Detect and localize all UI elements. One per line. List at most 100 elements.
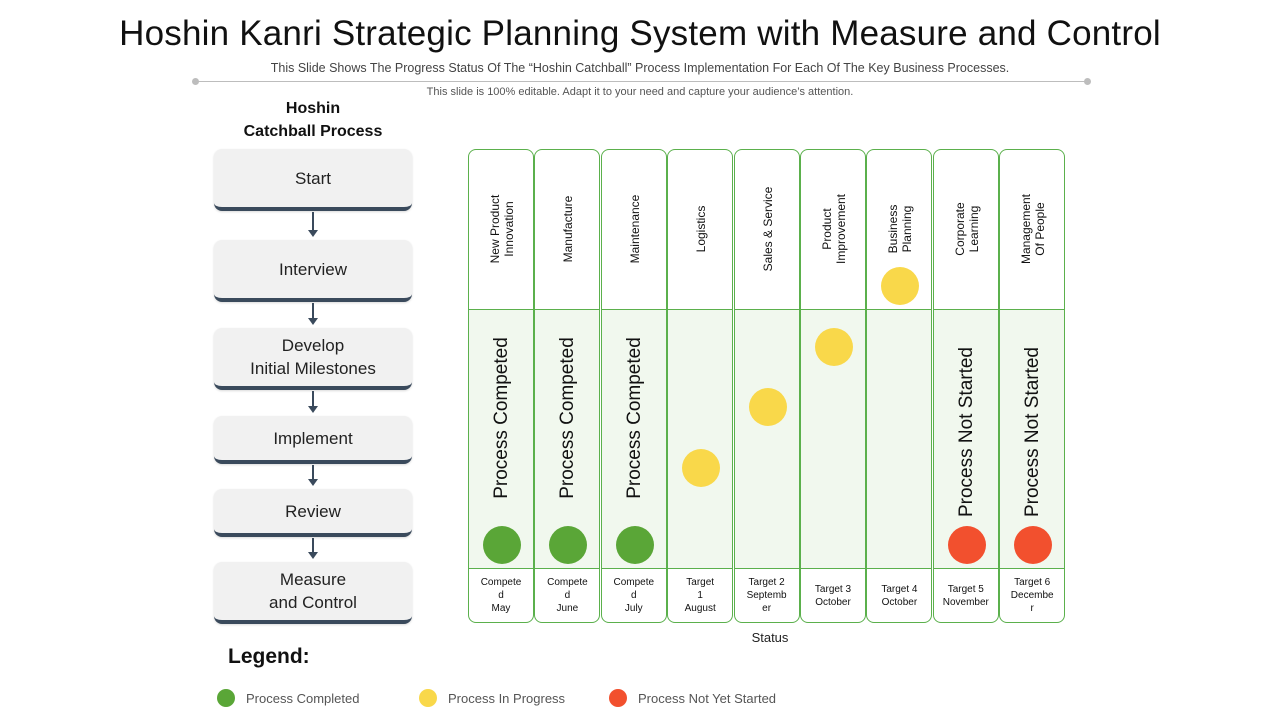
column-status-text: Process Competed bbox=[557, 337, 579, 499]
target-label-line: d bbox=[631, 590, 637, 601]
column-header-text: Manufacture bbox=[561, 154, 575, 304]
column-header-text: New Product Innovation bbox=[488, 154, 516, 304]
step-label-line1: Develop bbox=[281, 336, 345, 355]
column-header-line1: Manufacture bbox=[561, 195, 576, 263]
step-label: Implement bbox=[273, 427, 352, 450]
column-1: New Product Innovation Process Competed Com… bbox=[468, 149, 534, 623]
legend-item-not-started: Process Not Yet Started bbox=[609, 689, 776, 707]
column-target-label: Target 1 August bbox=[668, 568, 732, 622]
column-8: Corporate Learning Process Not Started Targ… bbox=[932, 149, 999, 623]
step-label: Interview bbox=[279, 258, 347, 281]
editable-note: This slide is 100% editable. Adapt it to… bbox=[426, 86, 854, 98]
step-5: Review bbox=[214, 489, 412, 537]
step-label-line1: Implement bbox=[273, 428, 353, 448]
column-header-line2: Improvement bbox=[834, 193, 848, 265]
completed-status-dot bbox=[615, 526, 654, 564]
legend-dot bbox=[217, 689, 235, 707]
not-started-status-dot bbox=[947, 526, 986, 564]
column-target-label: Compete d June bbox=[535, 568, 599, 622]
target-label-line: Compete bbox=[547, 577, 588, 588]
in-progress-status-dot bbox=[881, 267, 920, 305]
column-header-line1: New Product bbox=[488, 194, 502, 264]
target-label-line: Target 3 bbox=[814, 583, 852, 595]
slide-title: Hoshin Kanri Strategic Planning System w… bbox=[119, 14, 1161, 53]
column-header: Maintenance bbox=[602, 150, 666, 309]
column-status-area: Process Competed bbox=[469, 309, 533, 569]
column-3: Maintenance Process Competed Compete d July bbox=[600, 149, 667, 623]
column-header-line2: Innovation bbox=[502, 201, 516, 257]
step-label: Review bbox=[285, 500, 341, 523]
process-title: Hoshin Catchball Process bbox=[214, 97, 412, 143]
flow-arrow bbox=[308, 212, 318, 237]
column-header: Manufacture bbox=[535, 150, 599, 309]
column-status-area: Process Competed bbox=[535, 309, 600, 569]
column-header-line1: Corporate bbox=[952, 202, 967, 256]
target-label-line: June bbox=[556, 603, 579, 614]
column-status-area bbox=[668, 309, 733, 569]
step-2: Interview bbox=[214, 240, 412, 302]
column-status-text: Process Not Started bbox=[1022, 346, 1044, 518]
column-status-area: Process Competed bbox=[601, 309, 666, 569]
target-label-line: d bbox=[564, 590, 571, 601]
status-axis-label: Status bbox=[751, 630, 789, 645]
target-label-line: Target 6 bbox=[1014, 577, 1051, 588]
in-progress-status-dot bbox=[682, 448, 721, 487]
step-label-line1: Start bbox=[295, 168, 331, 188]
column-5: Sales & Service Target 2 Septemb er bbox=[733, 149, 800, 623]
divider-dot-right bbox=[1084, 78, 1091, 85]
column-status-area bbox=[867, 267, 932, 569]
legend-label: Process In Progress bbox=[448, 690, 566, 706]
step-label-line2: Initial Milestones bbox=[250, 359, 376, 378]
column-header-line2: Of People bbox=[1033, 202, 1048, 256]
column-6: Product Improvement Target 3 October bbox=[800, 149, 866, 623]
column-7: Business Planning Target 4 October bbox=[866, 149, 933, 623]
step-label: Start bbox=[295, 167, 331, 190]
column-status-area bbox=[734, 309, 799, 569]
target-label-line: Septemb bbox=[746, 590, 787, 601]
column-2: Manufacture Process Competed Compete d June bbox=[534, 149, 601, 623]
flow-arrow bbox=[308, 538, 318, 559]
divider-line bbox=[195, 81, 1087, 82]
column-4: Logistics Target 1 August bbox=[667, 149, 734, 623]
column-target-label: Target 6 Decembe r bbox=[1000, 568, 1064, 622]
legend-item-completed: Process Completed bbox=[217, 689, 359, 707]
column-status-text: Process Competed bbox=[491, 337, 512, 499]
slide-subtitle: This Slide Shows The Progress Status Of … bbox=[270, 61, 1010, 75]
target-label-line: Target 2 bbox=[748, 577, 785, 588]
target-label-line: Compete bbox=[480, 577, 522, 588]
target-label-line: 1 bbox=[697, 590, 703, 601]
column-9: Management Of People Process Not Started Ta… bbox=[999, 149, 1066, 623]
column-header-line1: Product bbox=[820, 208, 834, 250]
column-header: Logistics bbox=[668, 150, 732, 309]
completed-status-dot bbox=[483, 526, 521, 564]
legend-dot bbox=[609, 689, 627, 707]
legend-label: Process Completed bbox=[246, 690, 360, 706]
flow-arrow bbox=[308, 303, 318, 325]
step-4: Implement bbox=[214, 416, 412, 464]
target-label-line: Target 4 bbox=[881, 583, 918, 595]
column-target-label: Target 3 October bbox=[801, 568, 865, 622]
column-header: Sales & Service bbox=[735, 150, 799, 309]
column-header: Management Of People bbox=[1000, 150, 1064, 309]
target-label-line: November bbox=[942, 596, 989, 608]
column-header-text: Sales & Service bbox=[761, 154, 775, 304]
step-1: Start bbox=[214, 149, 412, 211]
column-status-text: Process Not Started bbox=[955, 346, 977, 518]
legend-title: Legend: bbox=[228, 645, 310, 668]
target-label-line: August bbox=[684, 603, 716, 614]
step-label-line2: and Control bbox=[269, 593, 357, 612]
column-status-area: Process Not Started bbox=[933, 309, 998, 569]
column-target-label: Target 4 October bbox=[867, 568, 931, 622]
column-header-text: Product Improvement bbox=[820, 154, 848, 304]
target-label-line: Compete bbox=[613, 577, 655, 588]
column-target-label: Compete d July bbox=[602, 568, 666, 622]
completed-status-dot bbox=[549, 526, 588, 564]
target-label-line: er bbox=[762, 603, 772, 614]
column-status-area: Process Not Started bbox=[1000, 309, 1065, 569]
target-label-line: Decembe bbox=[1010, 590, 1054, 601]
column-status-area bbox=[801, 309, 865, 569]
step-label-line1: Measure bbox=[279, 570, 347, 589]
target-label-line: May bbox=[491, 603, 511, 614]
target-label-line: Target bbox=[686, 577, 715, 588]
step-label: Measure and Control bbox=[269, 568, 357, 614]
